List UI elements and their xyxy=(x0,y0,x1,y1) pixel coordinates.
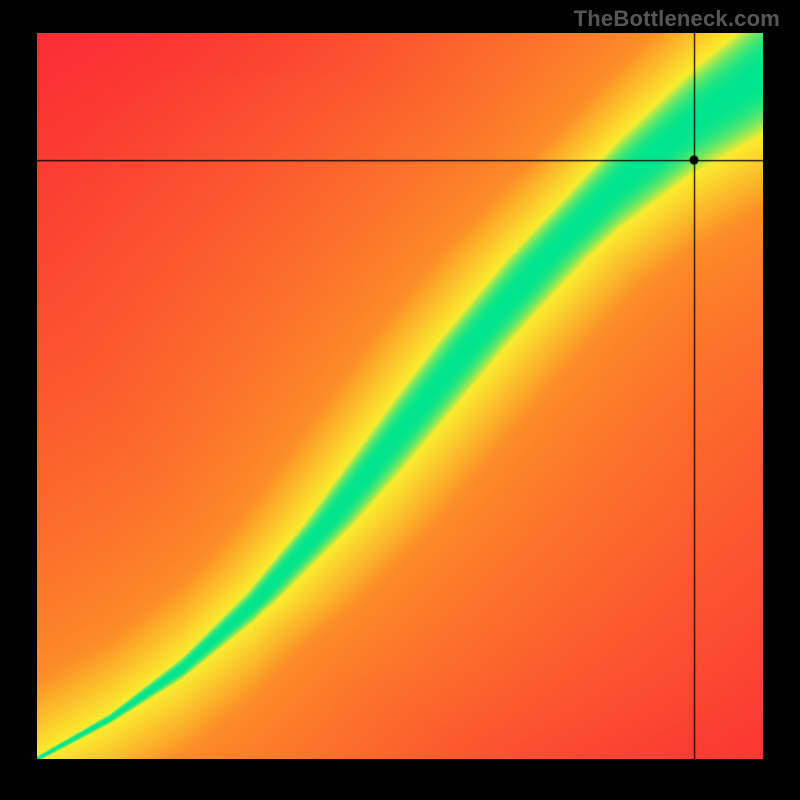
bottleneck-heatmap xyxy=(37,33,763,759)
watermark-text: TheBottleneck.com xyxy=(574,6,780,32)
heatmap-canvas xyxy=(37,33,763,759)
chart-frame: TheBottleneck.com xyxy=(0,0,800,800)
